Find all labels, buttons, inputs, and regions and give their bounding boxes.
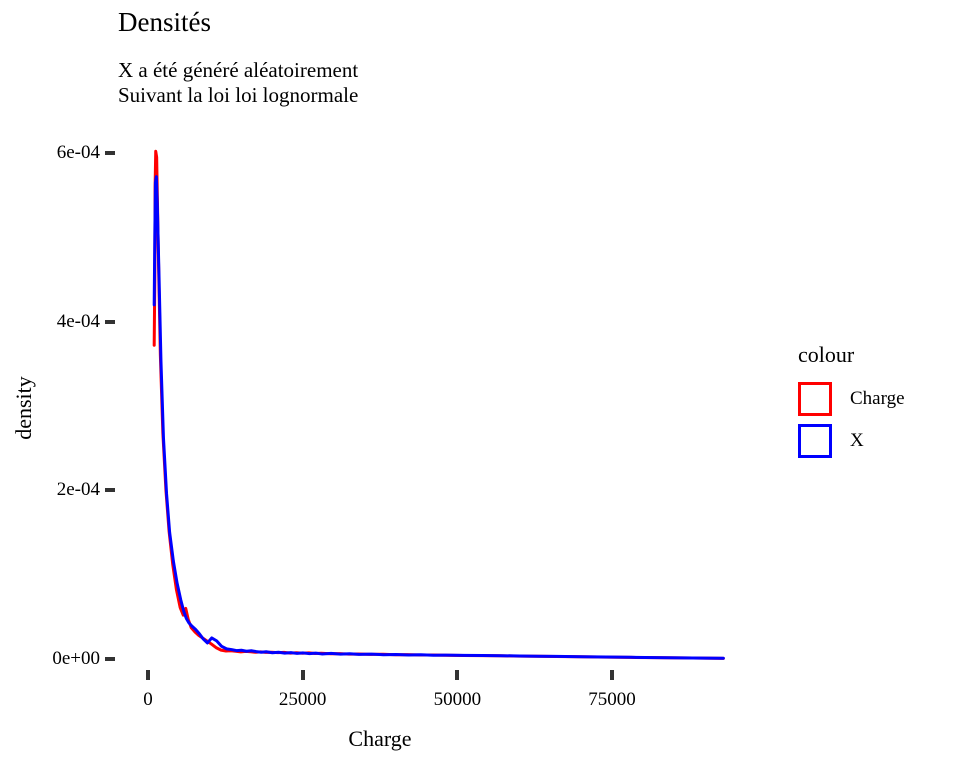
series-line-charge — [152, 149, 725, 660]
legend-label: X — [850, 430, 864, 451]
x-tick-label: 50000 — [433, 689, 482, 710]
chart-title: Densités — [118, 7, 211, 37]
legend-key-swatch — [798, 382, 832, 416]
x-tick-mark — [610, 670, 614, 680]
legend-label: Charge — [850, 388, 905, 409]
y-tick-label: 6e-04 — [56, 142, 100, 163]
x-tick-mark — [455, 670, 460, 680]
y-tick-mark — [105, 657, 115, 661]
chart-subtitle-line-2: Suivant la loi loi lognormale — [118, 83, 359, 107]
legend-entries: Charge X — [798, 378, 905, 462]
x-tick-mark — [300, 670, 305, 680]
x-tick-label: 0 — [143, 689, 153, 710]
legend-item[interactable]: X — [798, 420, 905, 462]
y-tick-label: 4e-04 — [56, 310, 100, 332]
legend: colour Charge X — [798, 342, 905, 462]
x-tick-label: 75000 — [588, 689, 636, 710]
x-tick-mark — [146, 670, 150, 680]
legend-item[interactable]: Charge — [798, 378, 905, 420]
y-tick-mark — [105, 319, 115, 324]
series-line-x — [152, 175, 725, 660]
x-axis-title: Charge — [348, 726, 412, 751]
chart-subtitle-line-1: X a été généré aléatoirement — [118, 58, 359, 82]
x-tick-label: 25000 — [278, 689, 327, 710]
y-tick-mark — [105, 488, 115, 493]
y-tick-label: 0e+00 — [52, 648, 100, 669]
y-tick-label: 2e-04 — [56, 479, 100, 501]
legend-key-swatch — [798, 424, 832, 458]
y-tick-mark — [105, 151, 115, 155]
legend-title: colour — [798, 342, 855, 367]
